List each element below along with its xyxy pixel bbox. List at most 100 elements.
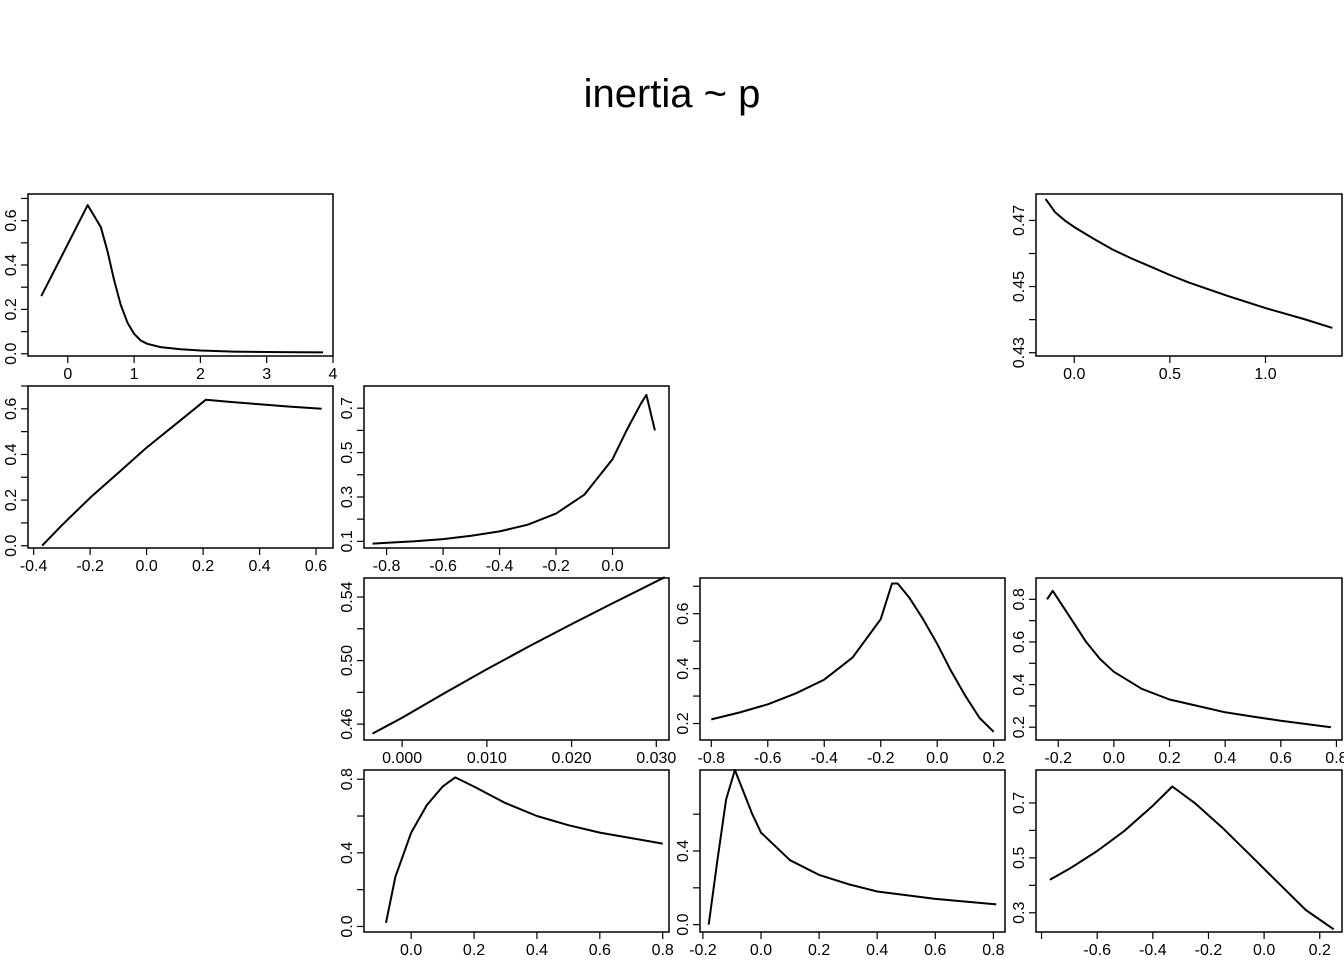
plot-frame	[1035, 769, 1343, 933]
panel-group: 0 1 2 3 4 0.0 0.2 0.4 0.6 0.0 0.5 1.0 0.43 0.45 0.47 -0…	[3, 193, 1344, 959]
series-line	[707, 769, 997, 925]
y-tick-label: 0.4	[1011, 673, 1028, 695]
panel-5: 0.000 0.010 0.020 0.030 0.46 0.50 0.54	[339, 576, 676, 767]
plot-frame	[363, 385, 670, 549]
panel-4: -0.8 -0.6 -0.4 -0.2 0.0 0.1 0.3 0.5 0.7	[339, 385, 670, 575]
y-tick-label: 0.6	[3, 209, 20, 231]
x-tick-label: 0	[63, 366, 72, 383]
x-tick-label: 0.8	[652, 942, 674, 959]
y-tick-label: 0.2	[3, 489, 20, 511]
panel-10: -0.6 -0.4 -0.2 0.0 0.2 0.3 0.5 0.7	[1011, 769, 1343, 959]
y-tick-label: 0.6	[3, 398, 20, 420]
x-tick-label: 0.5	[1159, 366, 1181, 383]
y-tick-label: 0.4	[3, 443, 20, 465]
y-tick-label: 0.4	[675, 657, 692, 679]
y-tick-label: 0.4	[675, 840, 692, 862]
y-tick-label: 0.50	[339, 645, 356, 676]
y-tick-label: 0.5	[1011, 847, 1028, 869]
y-tick-label: 0.0	[675, 913, 692, 935]
series-line	[1049, 785, 1335, 931]
x-tick-label: -0.4	[20, 558, 48, 575]
x-tick-label: 0.6	[589, 942, 611, 959]
x-tick-label: 0.2	[808, 942, 830, 959]
panel-3: -0.4 -0.2 0.0 0.2 0.4 0.6 0.0 0.2 0.4 0.6	[3, 385, 334, 575]
series-line	[385, 776, 663, 924]
panel-9: -0.2 0.0 0.2 0.4 0.6 0.8 0.0 0.4	[675, 769, 1006, 959]
x-tick-label: 0.2	[463, 942, 485, 959]
y-tick-label: 0.0	[3, 343, 20, 365]
x-tick-label: 1	[130, 366, 139, 383]
x-tick-label: 0.6	[305, 558, 327, 575]
x-tick-label: 0.030	[636, 750, 676, 767]
y-tick-label: 0.47	[1011, 205, 1028, 236]
x-tick-label: -0.4	[810, 750, 838, 767]
y-tick-label: 0.8	[339, 768, 356, 790]
panel-6: -0.8 -0.6 -0.4 -0.2 0.0 0.2 0.2 0.4 0.6	[675, 577, 1006, 767]
y-tick-label: 0.0	[339, 915, 356, 937]
x-tick-label: 0.020	[552, 750, 592, 767]
series-line	[372, 393, 656, 545]
plot-frame	[1035, 577, 1343, 741]
y-tick-label: 0.5	[339, 441, 356, 463]
x-tick-label: 0.6	[924, 942, 946, 959]
x-tick-label: 0.2	[1158, 750, 1180, 767]
x-tick-label: -0.2	[1044, 750, 1072, 767]
panel-1: 0 1 2 3 4 0.0 0.2 0.4 0.6	[3, 193, 338, 383]
x-tick-label: 0.8	[982, 942, 1004, 959]
y-tick-label: 0.45	[1011, 271, 1028, 302]
x-tick-label: 0.4	[1214, 750, 1236, 767]
x-tick-label: -0.4	[486, 558, 514, 575]
x-tick-label: 4	[329, 366, 338, 383]
x-tick-label: 0.0	[1063, 366, 1085, 383]
series-line	[711, 582, 995, 733]
y-tick-label: 0.54	[339, 581, 356, 612]
x-tick-label: -0.2	[76, 558, 104, 575]
y-tick-label: 0.4	[3, 254, 20, 276]
panel-2: 0.0 0.5 1.0 0.43 0.45 0.47	[1011, 193, 1343, 383]
x-tick-label: -0.2	[867, 750, 895, 767]
plot-frame	[699, 577, 1006, 741]
series-line	[372, 576, 666, 735]
y-tick-label: 0.3	[1011, 902, 1028, 924]
y-tick-label: 0.1	[339, 530, 356, 552]
plot-frame	[699, 769, 1006, 933]
y-tick-label: 0.2	[1011, 716, 1028, 738]
x-tick-label: 0.0	[926, 750, 948, 767]
y-tick-label: 0.2	[3, 298, 20, 320]
plot-frame	[1035, 193, 1343, 357]
x-tick-label: -0.6	[429, 558, 457, 575]
series-line	[1044, 198, 1333, 329]
x-tick-label: -0.2	[689, 942, 717, 959]
plot-frame	[27, 193, 334, 357]
x-tick-label: 0.4	[866, 942, 888, 959]
x-tick-label: 1.0	[1254, 366, 1276, 383]
x-tick-label: -0.8	[698, 750, 726, 767]
x-tick-label: -0.2	[542, 558, 570, 575]
x-tick-label: 0.0	[1253, 942, 1275, 959]
y-tick-label: 0.0	[3, 534, 20, 556]
plot-frame	[363, 769, 670, 933]
x-tick-label: -0.6	[1083, 942, 1111, 959]
x-tick-label: 0.0	[601, 558, 623, 575]
y-tick-label: 0.8	[1011, 588, 1028, 610]
x-tick-label: 0.6	[1270, 750, 1292, 767]
plot-frame	[363, 577, 670, 741]
series-line	[41, 398, 322, 547]
plot-frame	[27, 385, 334, 549]
y-tick-label: 0.43	[1011, 337, 1028, 368]
x-tick-label: 0.4	[526, 942, 548, 959]
x-tick-label: 0.2	[192, 558, 214, 575]
y-tick-label: 0.4	[339, 842, 356, 864]
x-tick-label: 3	[262, 366, 271, 383]
x-tick-label: -0.8	[373, 558, 401, 575]
y-tick-label: 0.7	[1011, 792, 1028, 814]
x-tick-label: 0.4	[248, 558, 270, 575]
y-tick-label: 0.46	[339, 708, 356, 739]
x-tick-label: 0.010	[467, 750, 507, 767]
series-line	[1046, 589, 1332, 729]
figure-title: inertia ~ p	[584, 72, 761, 116]
y-tick-label: 0.6	[675, 602, 692, 624]
x-tick-label: 0.0	[1103, 750, 1125, 767]
x-tick-label: -0.4	[1139, 942, 1167, 959]
y-tick-label: 0.3	[339, 486, 356, 508]
